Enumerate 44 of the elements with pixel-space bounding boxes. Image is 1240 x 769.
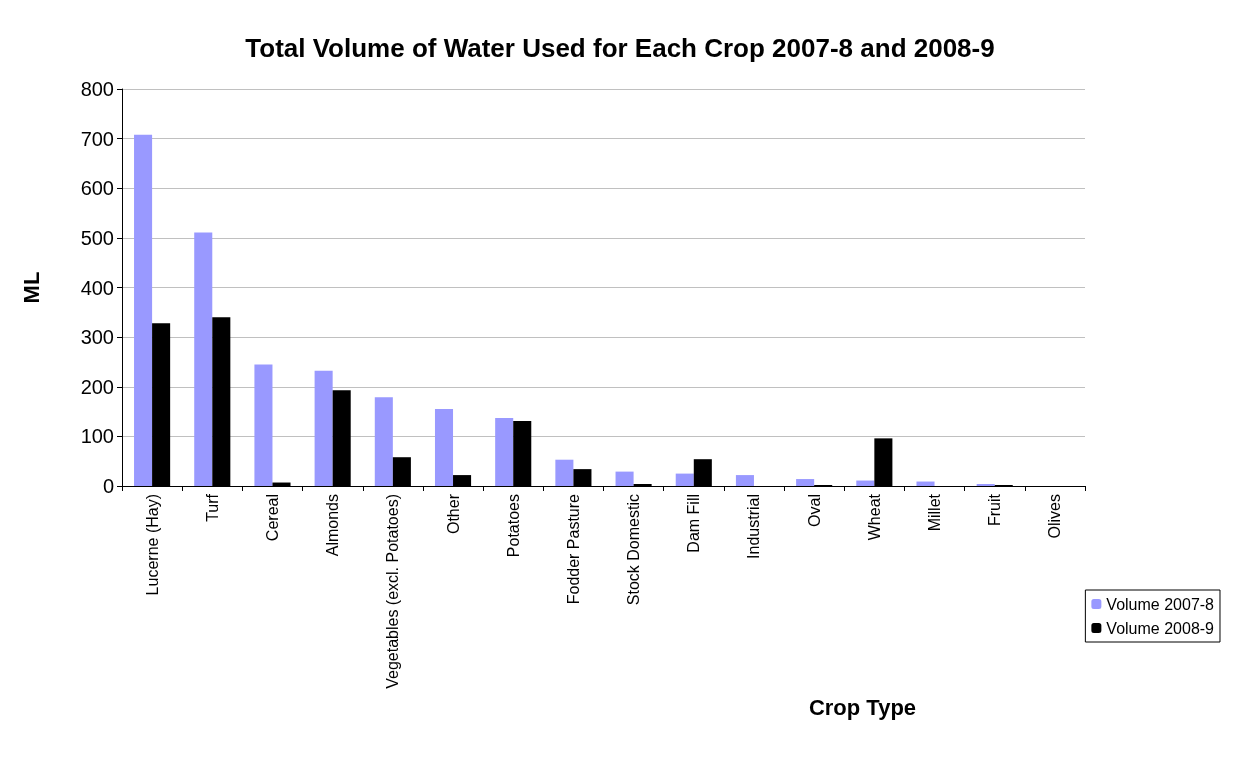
- y-tick-label: 700: [80, 127, 114, 150]
- legend-label: Volume 2007-8: [1106, 595, 1215, 613]
- x-tick-label: Millet: [926, 493, 944, 532]
- x-tick-label: Fodder Pasture: [564, 493, 582, 605]
- bar: [856, 480, 875, 486]
- x-axis-title: Crop Type: [808, 695, 917, 721]
- x-tick-label: Olives: [1046, 494, 1064, 539]
- bar: [314, 370, 333, 486]
- y-tick-label: 800: [80, 78, 114, 100]
- x-tick-label: Oval: [805, 494, 823, 527]
- y-tick-label: 600: [80, 177, 114, 200]
- y-tick-label: 400: [80, 276, 114, 299]
- y-tick-label: 200: [80, 375, 114, 398]
- x-tick-label: Lucerne (Hay): [143, 494, 161, 596]
- bar: [194, 232, 213, 486]
- bar: [134, 134, 153, 486]
- y-tick-label: 100: [80, 425, 114, 448]
- x-tick-label: Dam Fill: [685, 494, 703, 553]
- bar: [555, 459, 574, 486]
- legend-label: Volume 2008-9: [1106, 619, 1215, 637]
- bar: [495, 418, 514, 486]
- bar: [615, 471, 634, 486]
- y-axis-title: ML: [18, 271, 44, 304]
- x-tick-label: Vegetables (excl. Potatoes): [384, 494, 402, 689]
- bar: [796, 479, 815, 486]
- x-tick-label: Industrial: [745, 494, 763, 559]
- bar: [735, 475, 754, 486]
- x-tick-label: Cereal: [263, 494, 281, 542]
- bar: [374, 397, 393, 486]
- x-tick-label: Potatoes: [504, 494, 522, 558]
- y-tick-label: 300: [80, 326, 114, 349]
- x-tick-label: Turf: [203, 493, 221, 522]
- bar: [916, 481, 935, 486]
- bar: [434, 409, 454, 486]
- bar: [675, 473, 694, 486]
- y-tick-label: 500: [80, 226, 114, 249]
- x-tick-label: Fruit: [986, 493, 1004, 526]
- chart-title: Total Volume of Water Used for Each Crop 2007-8 and 2008-9: [245, 33, 995, 63]
- x-tick-label: Other: [444, 493, 462, 535]
- bar: [254, 364, 273, 486]
- x-tick-label: Almonds: [324, 494, 342, 557]
- x-tick-label: Wheat: [865, 493, 883, 541]
- x-tick-label: Stock Domestic: [625, 494, 643, 606]
- y-tick-label: 0: [102, 475, 114, 497]
